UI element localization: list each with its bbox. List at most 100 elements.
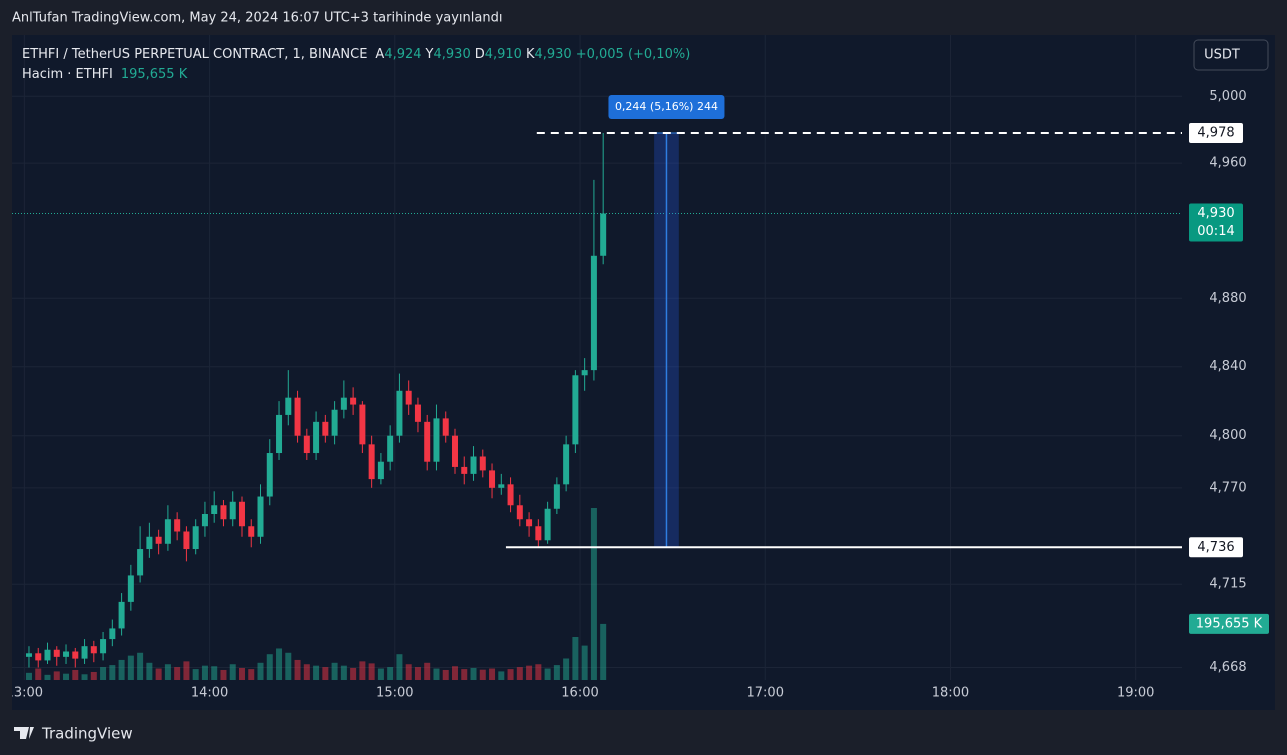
candle-body: [581, 370, 588, 376]
volume-bar: [211, 666, 218, 680]
candle-body: [516, 505, 523, 520]
volume-bar: [340, 665, 347, 680]
volume-bar: [563, 658, 570, 680]
candle-body: [229, 501, 236, 520]
candle-body: [248, 526, 255, 537]
volume-bar: [285, 652, 292, 680]
candle-body: [461, 466, 468, 474]
plot: [12, 35, 1182, 680]
publisher: AnlTufan TradingView.com, May 24, 2024 1…: [12, 11, 502, 26]
volume-title: Hacim · ETHFI: [22, 67, 113, 82]
volume-bar: [238, 667, 245, 680]
ohlc-key: A: [375, 47, 384, 62]
candle-body: [35, 653, 42, 661]
candle-body: [276, 414, 283, 454]
candle-body: [25, 653, 32, 657]
x-tick-label: 15:00: [376, 686, 413, 701]
x-tick-label: 14:00: [191, 686, 228, 701]
candle-body: [414, 404, 421, 422]
ohlc-value: 4,924: [384, 47, 421, 62]
logo-text: TradingView: [41, 725, 133, 743]
volume-bar: [127, 655, 134, 680]
candle-body: [424, 421, 431, 462]
legend-volume: Hacim · ETHFI 195,655 K: [22, 67, 188, 82]
currency-button[interactable]: [1193, 39, 1269, 71]
x-tick-label: 18:00: [932, 686, 969, 701]
candle-body: [331, 409, 338, 436]
candle-body: [433, 418, 440, 462]
volume-bar: [100, 667, 107, 680]
y-tick-label: 4,880: [1209, 291, 1246, 306]
overlay: 5,000 4,960 4,880 4,840 4,800 4,770 4,715 4,668…: [22, 47, 1269, 675]
ohlc-key: K: [526, 47, 535, 62]
volume-bar: [229, 664, 236, 680]
candle-body: [109, 628, 116, 640]
ohlc-key: D: [475, 47, 485, 62]
volume-bar: [507, 669, 514, 680]
volume-tag: [1189, 613, 1269, 634]
volume-bar: [313, 665, 320, 680]
x-tick-label: 16:00: [561, 686, 598, 701]
candle-body: [63, 651, 70, 657]
candle-body: [590, 255, 597, 371]
candle-body: [489, 470, 496, 488]
volume-bar: [387, 667, 394, 680]
candle-body: [322, 421, 329, 436]
candle-body: [498, 484, 505, 488]
candle-body: [118, 601, 125, 629]
volume-bar: [118, 659, 125, 680]
volume-bar: [544, 668, 551, 680]
change: +0,005 (+0,10%): [576, 47, 691, 62]
candle-body: [507, 484, 514, 506]
candle-body: [146, 536, 153, 550]
candle-body: [44, 649, 51, 661]
volume-bar: [581, 645, 588, 680]
volume-bar: [137, 652, 144, 680]
volume-bar: [461, 669, 468, 680]
candle-body: [257, 496, 264, 537]
candle-body: [100, 639, 107, 654]
candle-body: [572, 375, 579, 445]
candle-body: [368, 444, 375, 480]
y-tick-label: 5,000: [1209, 89, 1246, 104]
ohlc-key: Y: [425, 47, 434, 62]
candle-body: [442, 418, 449, 436]
volume-bar: [359, 661, 366, 680]
x-tick-label: 19:00: [1117, 686, 1154, 701]
volume-bar: [53, 671, 60, 680]
candle-body: [294, 397, 301, 436]
y-tick-label: 4,960: [1209, 156, 1246, 171]
volume-value: 195,655 K: [121, 67, 188, 82]
candle-body: [563, 444, 570, 485]
candle-body: [479, 456, 486, 471]
volume-bar: [257, 662, 264, 680]
volume-bar: [377, 668, 384, 680]
volume-bar: [498, 671, 505, 680]
y-tick-label: 4,840: [1209, 359, 1246, 374]
candle-body: [600, 213, 607, 256]
logo-icon: [14, 727, 34, 739]
x-tick-label: 13:00: [6, 686, 43, 701]
volume-bar: [109, 665, 116, 680]
volume-bar: [414, 667, 421, 680]
candle-body: [377, 461, 384, 480]
volume-bar: [424, 662, 431, 680]
volume-bar: [442, 669, 449, 680]
volume-bar: [535, 664, 542, 680]
ohlc-value: 4,930: [534, 47, 571, 62]
logo: TradingView: [14, 725, 133, 743]
volume-bar: [489, 668, 496, 680]
currency[interactable]: USDT: [1204, 48, 1240, 63]
candle-body: [192, 526, 199, 550]
volume-bar: [572, 637, 579, 680]
volume-bar: [44, 674, 51, 680]
volume-bar: [201, 665, 208, 680]
volume-bar: [322, 667, 329, 680]
volume-bar: [303, 664, 310, 680]
candle-body: [238, 501, 245, 527]
volume-bar: [146, 662, 153, 680]
candle-body: [211, 505, 218, 514]
y-tick-label: 4,800: [1209, 428, 1246, 443]
volume-bar: [350, 667, 357, 680]
candle-body: [220, 505, 227, 520]
